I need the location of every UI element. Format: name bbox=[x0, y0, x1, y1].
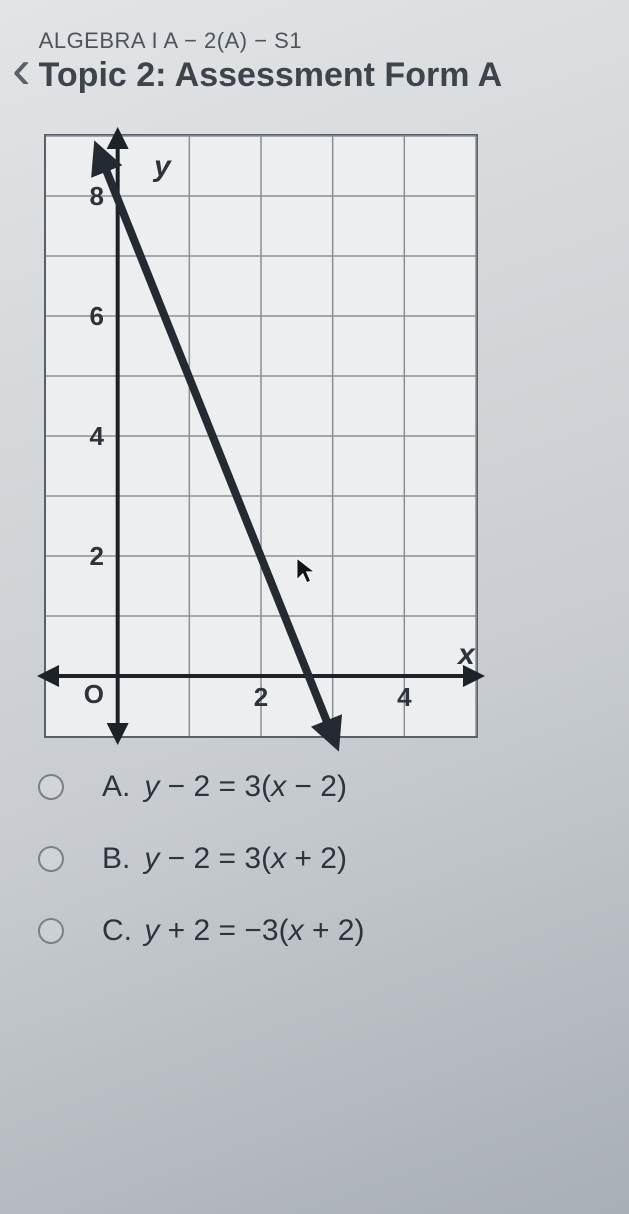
option-c[interactable]: C. y + 2 = −3(x + 2) bbox=[38, 914, 621, 948]
svg-text:8: 8 bbox=[90, 181, 104, 211]
svg-text:6: 6 bbox=[90, 301, 104, 331]
radio-icon[interactable] bbox=[38, 774, 64, 800]
option-b[interactable]: B. y − 2 = 3(x + 2) bbox=[38, 842, 621, 876]
radio-icon[interactable] bbox=[38, 846, 64, 872]
svg-text:O: O bbox=[84, 679, 104, 709]
svg-text:y: y bbox=[152, 150, 172, 183]
svg-text:x: x bbox=[456, 638, 476, 671]
header: ‹ ALGEBRA I A − 2(A) − S1 Topic 2: Asses… bbox=[8, 12, 621, 114]
option-label: B. y − 2 = 3(x + 2) bbox=[102, 842, 347, 876]
graph-chart: 8 6 4 2 O 2 4 y x bbox=[26, 126, 496, 756]
svg-text:2: 2 bbox=[254, 682, 268, 712]
option-a[interactable]: A. y − 2 = 3(x − 2) bbox=[38, 770, 621, 804]
back-chevron-icon[interactable]: ‹ bbox=[12, 12, 31, 114]
option-label: A. y − 2 = 3(x − 2) bbox=[102, 770, 347, 804]
svg-text:4: 4 bbox=[397, 682, 412, 712]
page-title: Topic 2: Assessment Form A bbox=[39, 56, 503, 95]
breadcrumb: ALGEBRA I A − 2(A) − S1 bbox=[39, 28, 503, 54]
radio-icon[interactable] bbox=[38, 918, 64, 944]
svg-text:4: 4 bbox=[90, 421, 105, 451]
svg-text:2: 2 bbox=[90, 541, 104, 571]
answer-options: A. y − 2 = 3(x − 2) B. y − 2 = 3(x + 2) … bbox=[8, 770, 621, 948]
option-label: C. y + 2 = −3(x + 2) bbox=[102, 914, 364, 948]
